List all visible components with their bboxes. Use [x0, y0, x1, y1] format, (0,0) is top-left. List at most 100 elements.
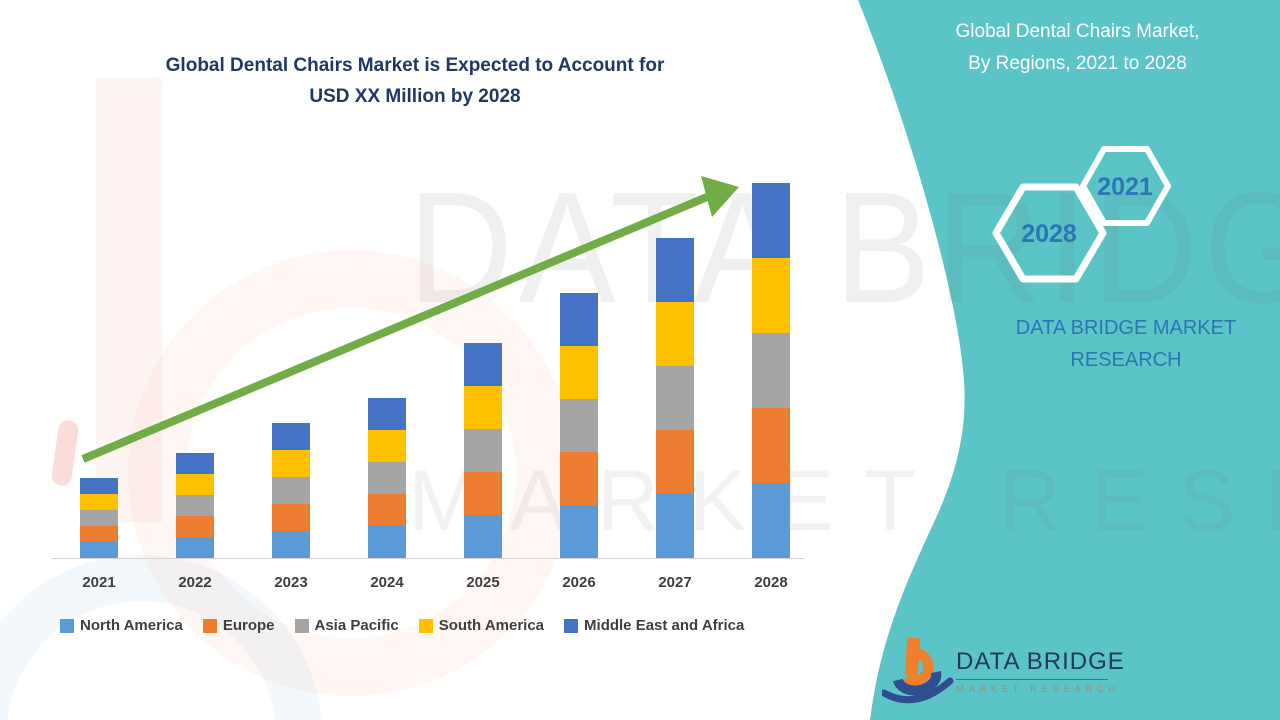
bar-segment-middle-east-and-africa	[272, 423, 310, 450]
bar-segment-asia-pacific	[464, 429, 502, 472]
bar-segment-europe	[80, 526, 118, 542]
legend-marker	[294, 618, 309, 633]
hexagon-2028-label: 2028	[1021, 220, 1077, 248]
side-panel-title-line2: By Regions, 2021 to 2028	[968, 53, 1187, 75]
bar-segment-south-america	[80, 494, 118, 510]
bar-2026	[560, 293, 598, 558]
data-bridge-logo-text: DATA BRIDGE MARKET RESEARCH	[956, 648, 1125, 695]
logo-subtitle: MARKET RESEARCH	[956, 684, 1120, 695]
legend-item-north-america: North America	[60, 617, 183, 634]
bar-segment-europe	[272, 504, 310, 531]
bar-segment-middle-east-and-africa	[752, 183, 790, 258]
bar-segment-asia-pacific	[176, 495, 214, 516]
bar-segment-south-america	[656, 302, 694, 366]
bar-segment-asia-pacific	[368, 462, 406, 494]
legend-item-south-america: South America	[418, 617, 545, 634]
legend-label: Europe	[222, 617, 275, 634]
chart-title-line1: Global Dental Chairs Market is Expected …	[165, 55, 665, 76]
hexagon-2021	[1080, 146, 1171, 226]
logo-stem	[904, 637, 921, 676]
bar-segment-middle-east-and-africa	[560, 293, 598, 346]
x-axis-labels: 2021 2022 2023 2024 2025 2026 2027 2028	[0, 574, 820, 598]
bar-segment-north-america	[272, 531, 310, 558]
bar-2022	[176, 453, 214, 558]
year-hexagons: 2028 2021	[992, 146, 1171, 283]
legend-label: North America	[80, 617, 183, 634]
chart-title-line2: USD XX Million by 2028	[309, 86, 521, 108]
x-tick-2025: 2025	[466, 574, 500, 591]
bar-2023	[272, 423, 310, 558]
legend-item-europe: Europe	[202, 617, 275, 634]
x-tick-2026: 2026	[562, 574, 596, 591]
x-tick-2023: 2023	[274, 574, 308, 591]
bar-segment-south-america	[752, 258, 790, 333]
side-panel-title: Global Dental Chairs Market, By Regions,…	[895, 16, 1260, 81]
stacked-bar-plot	[0, 183, 820, 558]
logo-d	[893, 670, 942, 696]
legend-marker	[564, 618, 579, 633]
bar-segment-north-america	[368, 526, 406, 558]
side-panel-brand: DATA BRIDGE MARKET RESEARCH	[1000, 312, 1252, 376]
bar-segment-europe	[368, 494, 406, 526]
x-tick-2021: 2021	[82, 574, 116, 591]
bar-segment-middle-east-and-africa	[464, 343, 502, 386]
bar-segment-asia-pacific	[560, 399, 598, 452]
bar-segment-north-america	[176, 537, 214, 558]
logo-bowl	[903, 648, 934, 686]
teal-panel-shape	[858, 0, 1280, 720]
legend-marker	[202, 618, 217, 633]
logo-name: DATA BRIDGE	[956, 648, 1125, 675]
bar-segment-asia-pacific	[656, 366, 694, 430]
bar-segment-south-america	[272, 450, 310, 477]
bar-segment-europe	[176, 516, 214, 537]
bar-segment-south-america	[464, 386, 502, 429]
bar-2028	[752, 183, 790, 558]
bar-segment-north-america	[464, 515, 502, 558]
x-tick-2028: 2028	[754, 574, 788, 591]
bar-segment-asia-pacific	[272, 477, 310, 504]
legend-item-asia-pacific: Asia Pacific	[294, 617, 399, 634]
bar-segment-middle-east-and-africa	[176, 453, 214, 474]
bar-segment-europe	[752, 408, 790, 483]
side-panel-brand-line1: DATA BRIDGE MARKET	[1015, 317, 1237, 339]
legend-item-middle-east-and-africa: Middle East and Africa	[564, 617, 744, 634]
legend-marker	[60, 618, 74, 633]
hexagon-2028	[992, 183, 1107, 283]
bar-2025	[464, 343, 502, 558]
bar-segment-north-america	[752, 483, 790, 558]
legend-label: Middle East and Africa	[584, 617, 745, 634]
x-tick-2022: 2022	[178, 574, 212, 591]
legend-label: Asia Pacific	[314, 617, 399, 634]
x-tick-2027: 2027	[658, 574, 692, 591]
bar-segment-north-america	[656, 494, 694, 558]
watermark-text-line2: MARKET RESEARCH	[408, 453, 1280, 549]
side-panel-title-line1: Global Dental Chairs Market,	[955, 21, 1200, 42]
bar-segment-europe	[560, 452, 598, 505]
chart-title: Global Dental Chairs Market is Expected …	[55, 50, 775, 113]
bar-segment-europe	[464, 472, 502, 515]
bar-segment-asia-pacific	[752, 333, 790, 408]
bar-segment-middle-east-and-africa	[80, 478, 118, 494]
chart-legend: North America Europe Asia Pacific South Ame…	[60, 617, 744, 634]
x-axis-line	[52, 558, 804, 559]
side-panel-brand-line2: RESEARCH	[1070, 349, 1182, 371]
legend-label: South America	[438, 617, 545, 634]
logo-divider	[956, 679, 1108, 680]
bar-2024	[368, 398, 406, 558]
data-bridge-logo-icon	[882, 637, 954, 704]
bar-2027	[656, 238, 694, 558]
bar-segment-south-america	[560, 346, 598, 399]
bar-segment-middle-east-and-africa	[656, 238, 694, 302]
bar-segment-asia-pacific	[80, 510, 118, 526]
bar-segment-north-america	[560, 505, 598, 558]
bar-segment-south-america	[176, 474, 214, 495]
bar-2021	[80, 478, 118, 558]
legend-marker	[418, 618, 433, 633]
bar-segment-north-america	[80, 542, 118, 558]
hexagon-2021-label: 2021	[1097, 173, 1153, 201]
bar-segment-middle-east-and-africa	[368, 398, 406, 430]
bar-segment-south-america	[368, 430, 406, 462]
logo-swoosh	[882, 677, 954, 704]
